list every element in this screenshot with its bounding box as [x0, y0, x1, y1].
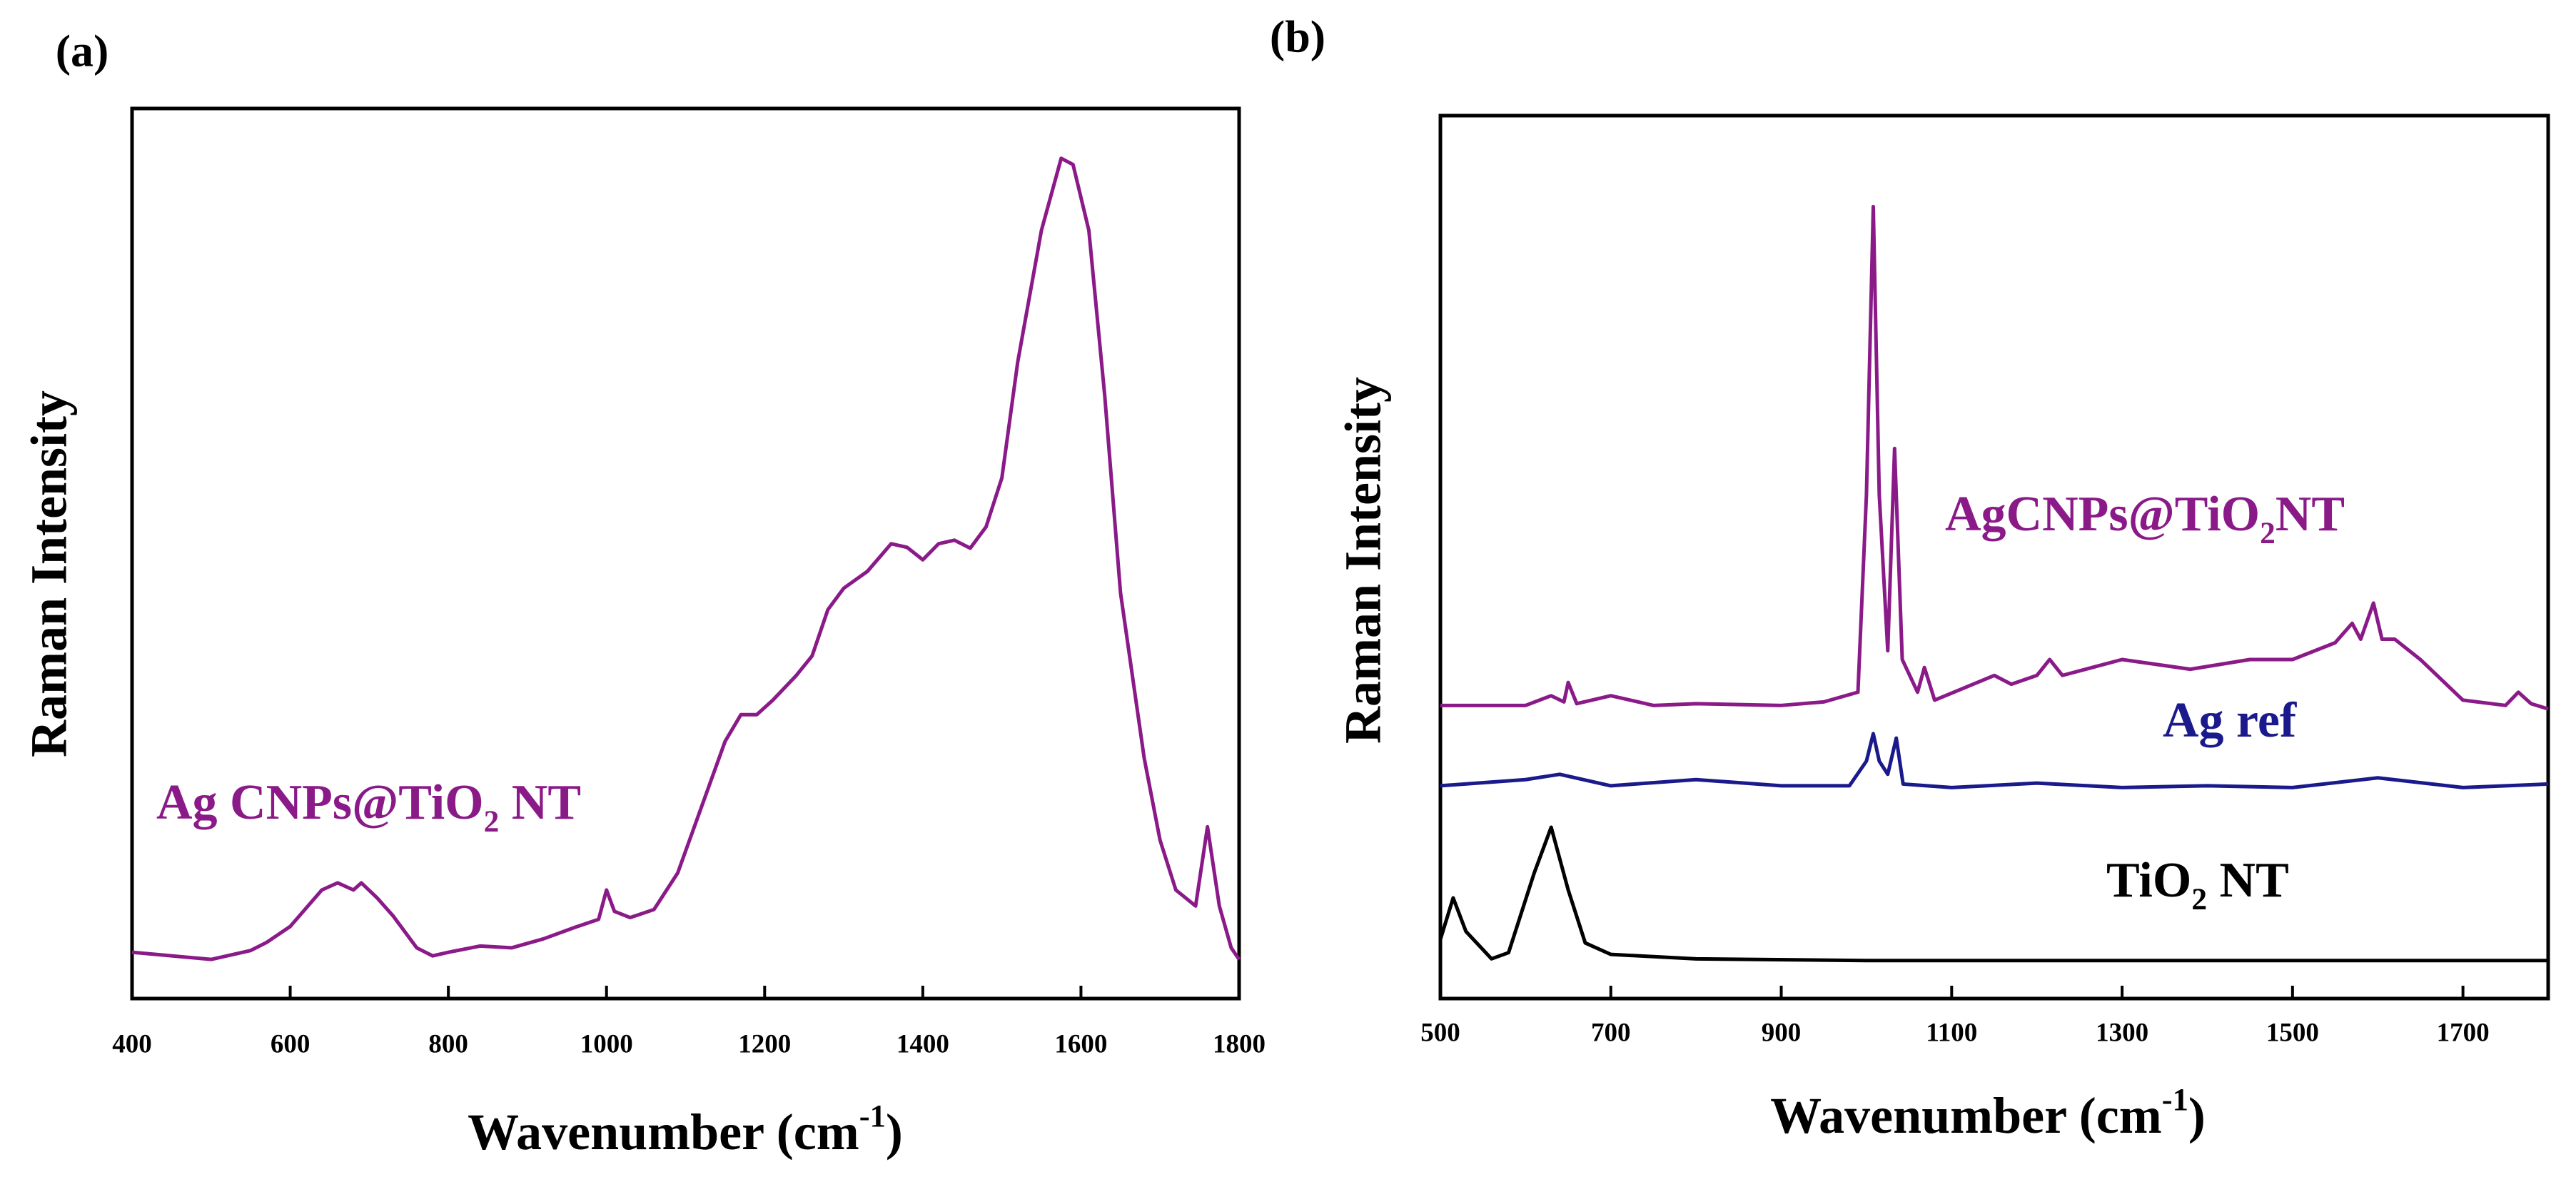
text-part: Wavenumber (cm — [468, 1103, 859, 1161]
text-part: ) — [2188, 1087, 2206, 1144]
x-tick-label: 1500 — [2266, 1018, 2319, 1047]
x-tick-label: 1400 — [896, 1029, 949, 1059]
x-axis-label: Wavenumber (cm-1) — [468, 1098, 903, 1160]
text-part: 2 — [2260, 516, 2276, 550]
x-tick-label: 1800 — [1213, 1029, 1266, 1059]
y-axis-label: Raman Intensity — [1335, 377, 1392, 744]
text-part: Wavenumber (cm — [1770, 1087, 2162, 1144]
text-part: -1 — [859, 1098, 886, 1133]
x-tick-label: 1600 — [1054, 1029, 1107, 1059]
text-part: -1 — [2162, 1081, 2188, 1117]
panel-label: (a) — [56, 26, 109, 76]
x-tick-label: 1200 — [738, 1029, 791, 1059]
x-tick-label: 600 — [271, 1029, 310, 1059]
text-part: 2 — [2191, 882, 2207, 916]
text-part: 2 — [484, 804, 500, 839]
text-part: TiO — [2106, 853, 2191, 908]
text-part: NT — [2276, 487, 2345, 542]
x-tick-label: 1300 — [2096, 1018, 2148, 1047]
annotation: Ag ref — [2163, 693, 2297, 748]
x-axis-label: Wavenumber (cm-1) — [1770, 1081, 2206, 1143]
spectrum-line — [1440, 732, 2549, 789]
annotation: AgCNPs@TiO2NT — [1945, 487, 2345, 550]
x-tick-label: 400 — [112, 1029, 152, 1059]
text-part: NT — [2207, 853, 2289, 908]
annotation: TiO2 NT — [2106, 853, 2289, 916]
x-tick-label: 1000 — [580, 1029, 633, 1059]
x-tick-label: 1700 — [2437, 1018, 2490, 1047]
spectrum-line — [1440, 204, 2549, 711]
plot-frame — [1438, 113, 2550, 1001]
x-tick-label: 500 — [1420, 1018, 1460, 1047]
text-part: Ag ref — [2163, 693, 2297, 748]
x-tick-label: 900 — [1762, 1018, 1802, 1047]
panel-label: (b) — [1270, 11, 1325, 62]
text-part: ) — [886, 1103, 903, 1161]
text-part: NT — [499, 775, 581, 830]
x-tick-label: 700 — [1591, 1018, 1631, 1047]
spectrum-line — [1438, 825, 2548, 963]
spectrum-line — [131, 156, 1241, 961]
x-tick-label: 1100 — [1926, 1018, 1977, 1047]
annotation: Ag CNPs@TiO2 NT — [156, 775, 581, 839]
y-axis-label: Raman Intensity — [21, 390, 78, 757]
text-part: AgCNPs@TiO — [1945, 487, 2260, 542]
text-part: Ag CNPs@TiO — [156, 775, 484, 830]
x-tick-label: 800 — [428, 1029, 468, 1059]
plot-frame — [130, 106, 1241, 1001]
